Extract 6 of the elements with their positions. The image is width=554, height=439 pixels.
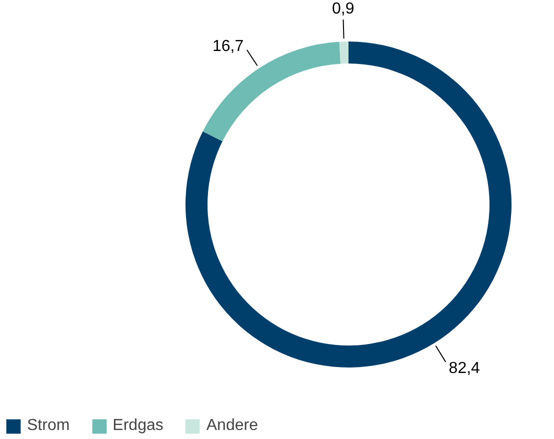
legend-label: Strom	[27, 417, 70, 435]
data-label: 16,7	[212, 38, 244, 55]
data-label: 0,9	[332, 0, 354, 18]
legend-label: Erdgas	[112, 417, 164, 435]
data-label: 82,4	[448, 360, 480, 378]
legend-label: Andere	[206, 417, 258, 435]
